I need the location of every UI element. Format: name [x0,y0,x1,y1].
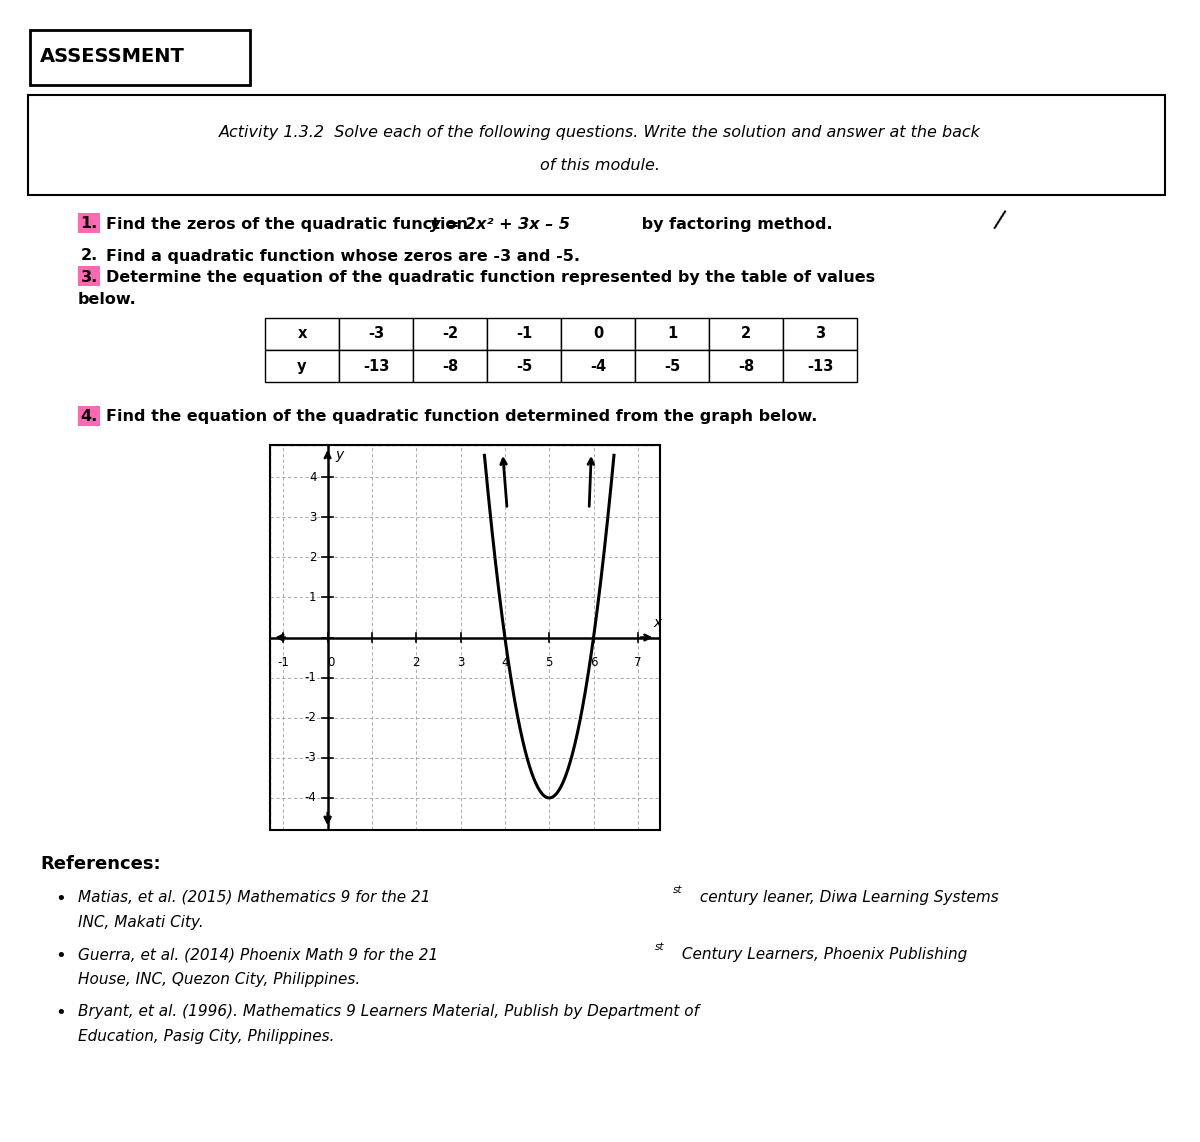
Text: by factoring method.: by factoring method. [636,217,833,232]
Bar [562,349,635,383]
Text: 2: 2 [740,327,751,341]
Text: Activity 1.3.2  Solve each of the following questions. Write the solution and an: Activity 1.3.2 Solve each of the followi… [220,124,980,139]
Bar [784,317,857,349]
Text: century leaner, Diwa Learning Systems: century leaner, Diwa Learning Systems [695,890,998,904]
Text: •: • [55,890,66,908]
Bar [338,317,413,349]
Text: •: • [55,1004,66,1022]
Text: -2: -2 [305,711,317,724]
Text: y: y [336,448,344,463]
Bar [78,266,100,286]
Bar [28,95,1165,195]
Text: 2: 2 [413,656,420,668]
Text: Determine the equation of the quadratic function represented by the table of val: Determine the equation of the quadratic … [106,270,875,284]
Bar [265,349,340,383]
Text: /: / [992,208,1007,233]
Text: 4.: 4. [80,410,97,425]
Text: 7: 7 [634,656,642,668]
Text: 4: 4 [502,656,509,668]
Text: -4: -4 [590,359,606,373]
Bar [635,349,709,383]
Text: -13: -13 [806,359,833,373]
Bar [709,317,784,349]
Text: Education, Pasig City, Philippines.: Education, Pasig City, Philippines. [78,1029,335,1044]
Text: -5: -5 [664,359,680,373]
Text: -1: -1 [305,671,317,684]
Bar [784,349,857,383]
Text: -1: -1 [277,656,289,668]
Text: x: x [298,327,307,341]
Text: 2: 2 [310,550,317,564]
Text: 1: 1 [310,590,317,604]
Text: Matias, et al. (2015) Mathematics 9 for the 21: Matias, et al. (2015) Mathematics 9 for … [78,890,431,904]
Text: 3: 3 [457,656,464,668]
Bar [635,317,709,349]
Text: 3: 3 [815,327,826,341]
Text: -2: -2 [442,327,458,341]
Bar [78,407,100,426]
Text: INC, Makati City.: INC, Makati City. [78,915,204,930]
Text: st: st [673,885,683,895]
Text: -13: -13 [362,359,389,373]
Bar [709,349,784,383]
Bar [265,317,340,349]
Bar [413,349,487,383]
Text: 3: 3 [310,510,317,524]
Text: References:: References: [40,855,161,872]
Text: -3: -3 [368,327,384,341]
Text: of this module.: of this module. [540,158,660,172]
Text: -3: -3 [305,751,317,764]
Text: Find the equation of the quadratic function determined from the graph below.: Find the equation of the quadratic funct… [106,410,817,425]
Text: -5: -5 [516,359,532,373]
Text: 2.: 2. [80,249,97,264]
Text: Find the zeros of the quadratic function: Find the zeros of the quadratic function [106,217,474,232]
Text: y = 2x² + 3x – 5: y = 2x² + 3x – 5 [430,217,570,232]
Bar [562,317,635,349]
Text: House, INC, Quezon City, Philippines.: House, INC, Quezon City, Philippines. [78,972,360,987]
Text: -1: -1 [516,327,532,341]
Text: •: • [55,947,66,965]
Bar [487,317,562,349]
Text: st: st [655,942,665,952]
Text: 1: 1 [667,327,677,341]
Text: 6: 6 [589,656,598,668]
Bar [413,317,487,349]
Text: 0: 0 [328,656,335,668]
Text: Century Learners, Phoenix Publishing: Century Learners, Phoenix Publishing [677,947,967,962]
Text: 1.: 1. [80,217,97,232]
Bar [338,349,413,383]
Bar [487,349,562,383]
Text: x: x [653,617,661,630]
Text: ASSESSMENT: ASSESSMENT [40,48,185,66]
Text: Find a quadratic function whose zeros are -3 and -5.: Find a quadratic function whose zeros ar… [106,249,580,264]
Text: Bryant, et al. (1996). Mathematics 9 Learners Material, Publish by Department of: Bryant, et al. (1996). Mathematics 9 Lea… [78,1004,698,1019]
Text: 3.: 3. [80,270,97,284]
Text: -8: -8 [738,359,754,373]
Text: Guerra, et al. (2014) Phoenix Math 9 for the 21: Guerra, et al. (2014) Phoenix Math 9 for… [78,947,438,962]
Text: 0: 0 [593,327,604,341]
Text: 4: 4 [310,471,317,483]
Bar [30,30,250,85]
Text: below.: below. [78,292,137,307]
Text: y: y [298,359,307,373]
Text: 5: 5 [546,656,553,668]
Text: -4: -4 [305,791,317,804]
Text: -8: -8 [442,359,458,373]
Bar [78,214,100,233]
